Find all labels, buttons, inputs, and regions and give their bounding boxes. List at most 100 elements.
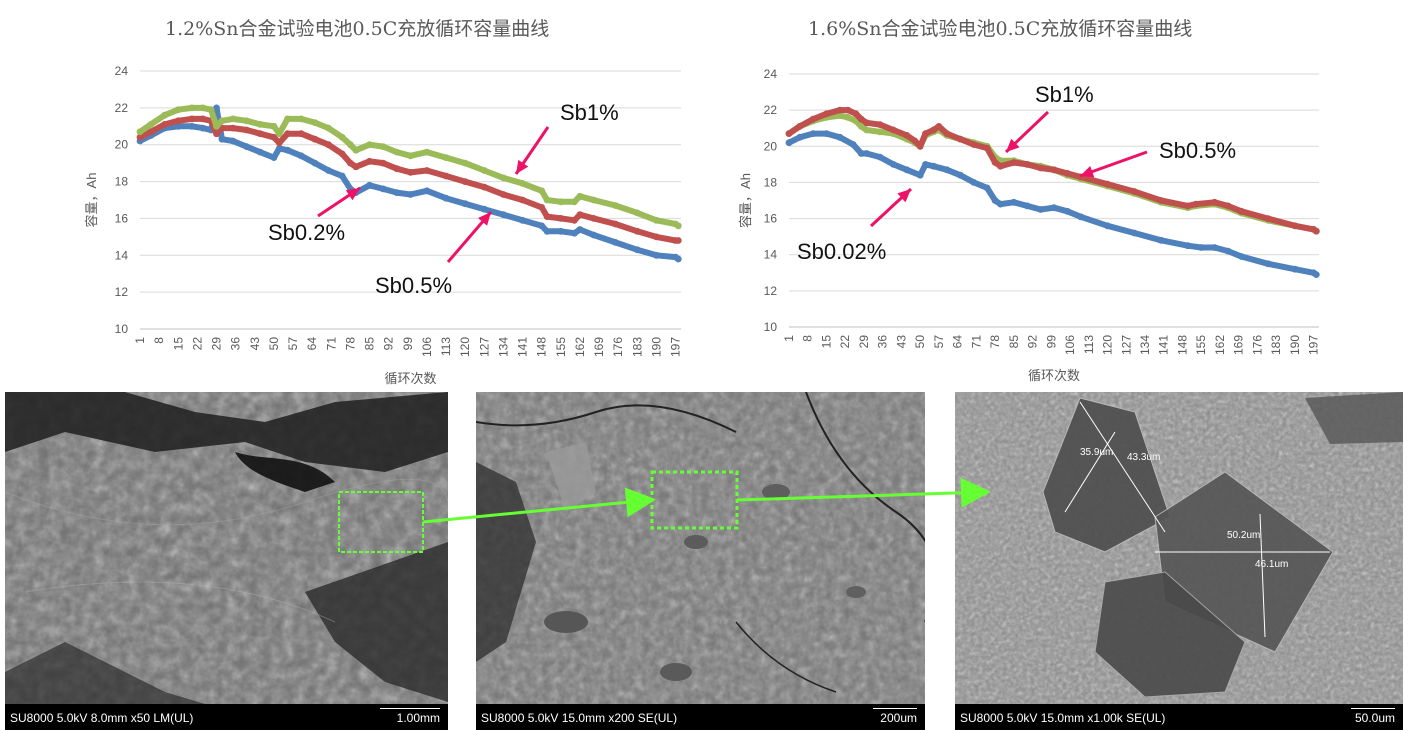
data-point	[809, 115, 817, 123]
y-tick-label: 14	[115, 248, 129, 262]
sem-info: SU8000 5.0kV 15.0mm x200 SE(UL)	[481, 711, 678, 725]
sem-scale: 1.00mm	[396, 711, 440, 725]
data-point	[423, 148, 431, 156]
y-axis-label: 容量，Ah	[738, 173, 753, 228]
y-tick-label: 16	[764, 212, 778, 226]
x-tick-label: 127	[1119, 335, 1133, 355]
data-point	[1184, 242, 1192, 250]
measurement-label: 35.9um	[1080, 447, 1113, 458]
data-point	[213, 104, 220, 112]
data-point	[218, 135, 226, 143]
data-point	[1037, 206, 1044, 213]
x-tick-label: 113	[1082, 335, 1096, 354]
data-point	[297, 152, 305, 160]
x-tick-label: 57	[286, 337, 300, 351]
data-point	[188, 115, 196, 123]
data-point	[461, 178, 469, 186]
data-point	[557, 198, 565, 206]
scale-bar	[873, 708, 917, 709]
data-point	[347, 141, 354, 149]
data-point	[393, 189, 401, 197]
data-point	[500, 174, 507, 182]
data-point	[461, 200, 469, 208]
x-tick-label: 15	[819, 335, 833, 349]
x-tick-label: 1	[133, 337, 147, 344]
data-point	[147, 121, 155, 128]
x-tick-label: 190	[1288, 335, 1302, 355]
data-point	[935, 123, 943, 130]
data-point	[174, 106, 182, 114]
data-point	[590, 215, 597, 222]
x-tick-label: 106	[420, 337, 434, 357]
data-point	[852, 110, 860, 118]
data-point	[366, 157, 373, 165]
x-tick-label: 134	[496, 337, 510, 357]
sem-texture: 35.9um 43.3um 50.2um 46.1um	[955, 392, 1403, 730]
data-point	[890, 161, 897, 168]
data-point	[229, 137, 237, 145]
data-point	[366, 141, 373, 149]
data-point	[325, 167, 332, 174]
data-point	[930, 126, 937, 134]
data-point	[347, 159, 354, 167]
data-point	[922, 130, 929, 138]
data-point	[1312, 227, 1320, 235]
annotation-label: Sb0.5%	[375, 273, 452, 298]
x-tick-label: 29	[857, 335, 871, 349]
measurement-label: 50.2um	[1227, 530, 1260, 541]
x-axis-label: 循环次数	[1028, 368, 1080, 383]
data-point	[1291, 222, 1299, 230]
annotation-label: Sb0.02%	[797, 239, 886, 264]
x-tick-label: 64	[305, 337, 319, 351]
x-tick-label: 197	[1307, 335, 1321, 355]
capacity-chart-1.2sn: 1.2%Sn合金试验电池0.5C充放循环容量曲线 10 12 14 16 18 20 22 2…	[0, 0, 700, 390]
annotation-label: Sb0.2%	[268, 220, 345, 245]
chart-title: 1.6%Sn合金试验电池0.5C充放循环容量曲线	[808, 18, 1193, 40]
data-point	[997, 200, 1004, 208]
x-tick-label: 162	[573, 337, 587, 357]
data-point	[188, 122, 196, 130]
data-point	[325, 141, 332, 149]
data-point	[500, 191, 507, 198]
data-point	[1211, 244, 1218, 251]
x-tick-label: 120	[458, 337, 472, 357]
x-tick-label: 176	[611, 337, 625, 357]
data-point	[297, 130, 305, 138]
sem-image-x200: SU8000 5.0kV 15.0mm x200 SE(UL) 200um	[476, 392, 925, 730]
data-point	[1264, 215, 1272, 223]
data-point	[1023, 161, 1031, 168]
annotation-arrowhead	[516, 159, 529, 174]
data-point	[423, 167, 431, 174]
data-point	[576, 211, 584, 219]
data-point	[393, 148, 401, 156]
y-tick-label: 20	[115, 138, 129, 152]
data-point	[407, 169, 414, 176]
data-point	[844, 114, 852, 121]
data-point	[633, 227, 641, 235]
data-point	[943, 130, 951, 138]
scale-bar	[380, 708, 440, 709]
data-point	[571, 216, 578, 224]
data-point	[352, 146, 360, 154]
data-point	[311, 119, 319, 126]
data-point	[1211, 198, 1218, 206]
measurement-label: 43.3um	[1127, 452, 1160, 463]
data-point	[136, 128, 144, 136]
data-point	[1023, 202, 1031, 210]
x-tick-label: 36	[876, 335, 890, 349]
x-tick-label: 106	[1063, 335, 1077, 355]
data-point	[311, 135, 319, 143]
data-point	[1157, 197, 1165, 204]
data-point	[1104, 222, 1111, 230]
x-tick-label: 169	[592, 337, 606, 357]
data-point	[480, 183, 488, 191]
data-point	[863, 126, 870, 134]
x-tick-label: 148	[535, 337, 549, 357]
sem-scale: 200um	[880, 711, 917, 725]
data-point	[442, 194, 450, 202]
data-point	[229, 115, 237, 123]
x-tick-label: 15	[171, 337, 185, 351]
annotation-arrowhead	[1006, 138, 1020, 152]
x-tick-label: 162	[1213, 335, 1227, 355]
y-tick-label: 22	[115, 101, 129, 115]
